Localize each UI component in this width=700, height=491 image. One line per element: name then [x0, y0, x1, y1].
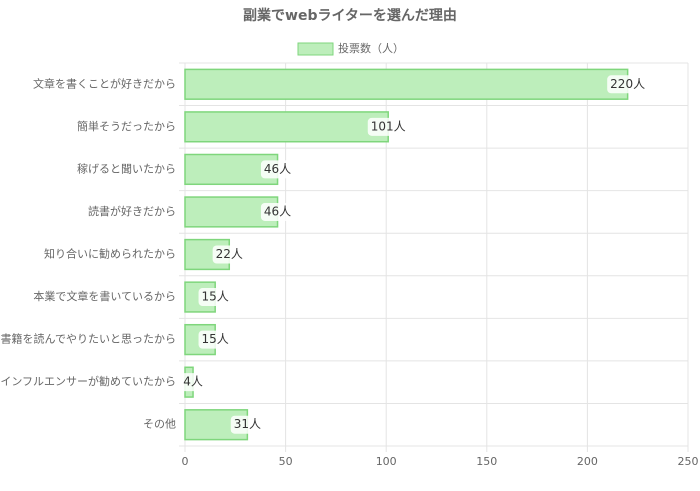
y-tick-label: 知り合いに勧められたから [44, 247, 176, 261]
value-label: 15人 [202, 332, 229, 346]
value-label-bg [367, 117, 409, 136]
y-tick-label: 本業で文章を書いているから [33, 289, 176, 303]
bar [184, 111, 389, 143]
y-tick-label: その他 [143, 418, 176, 431]
value-label-bg [260, 160, 295, 179]
x-tick-label: 250 [678, 455, 699, 468]
y-tick-label: 簡単そうだったから [77, 119, 176, 133]
y-tick-label: 文章を書くことが好きだから [33, 76, 176, 90]
legend-label: 投票数（人） [338, 41, 404, 55]
value-label: 22人 [216, 247, 243, 261]
bar [184, 68, 629, 100]
value-label: 101人 [371, 119, 406, 133]
y-tick-label: 書籍を読んでやりたいと思ったから [1, 332, 176, 346]
value-label: 31人 [234, 417, 261, 431]
value-label-bg [212, 245, 246, 264]
y-tick-label: インフルエンサーが勧めていたから [0, 374, 176, 388]
x-tick-label: 50 [279, 455, 293, 468]
x-tick-label: 150 [476, 455, 497, 468]
value-label-bg [230, 415, 265, 434]
value-label: 4人 [183, 375, 203, 389]
value-label-bg [180, 373, 206, 392]
value-label-bg [198, 330, 232, 349]
value-label: 220人 [610, 77, 645, 91]
value-label: 15人 [202, 290, 229, 304]
chart-title: 副業でwebライターを選んだ理由 [243, 7, 457, 24]
legend-swatch [297, 42, 334, 56]
x-tick-label: 0 [182, 455, 189, 468]
x-tick-label: 100 [376, 455, 397, 468]
y-tick-label: 稼げると聞いたから [77, 161, 176, 175]
value-label-bg [260, 202, 295, 221]
value-label: 46人 [264, 162, 291, 176]
value-label-bg [198, 288, 232, 307]
value-label-bg [607, 75, 649, 94]
value-label: 46人 [264, 204, 291, 218]
x-tick-label: 200 [577, 455, 598, 468]
y-tick-label: 読書が好きだから [88, 204, 176, 218]
